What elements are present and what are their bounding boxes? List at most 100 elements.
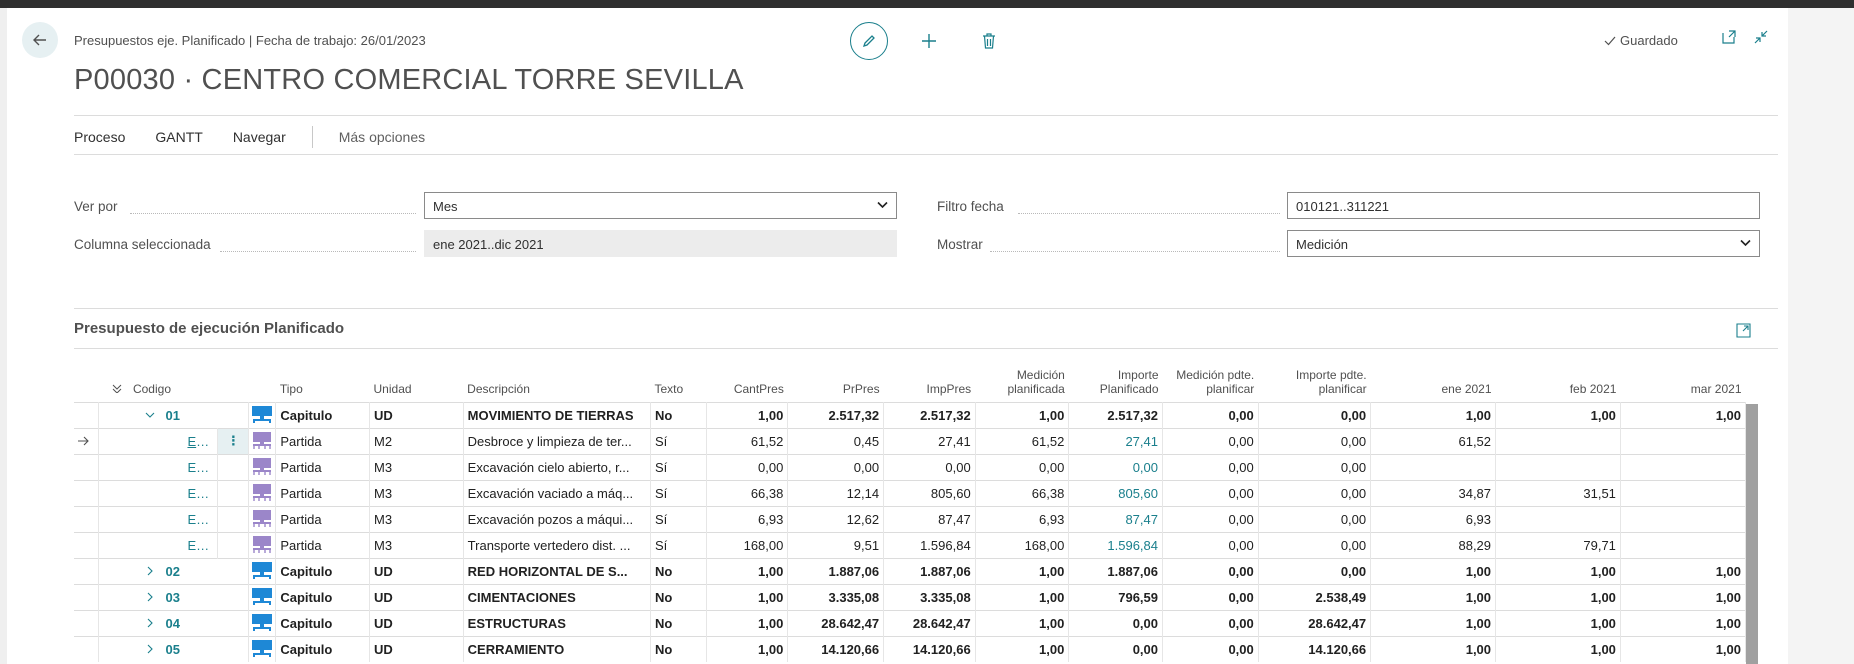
cell-importe-planificado: 2.517,32 <box>1068 401 1163 428</box>
columna-seleccionada-field: ene 2021..dic 2021 <box>424 230 897 257</box>
chevron-right-icon[interactable] <box>145 644 155 654</box>
delete-button[interactable] <box>970 22 1008 60</box>
cell-importe-planificado[interactable]: 805,60 <box>1068 479 1163 506</box>
ver-por-select[interactable]: Mes <box>424 192 897 219</box>
cell-codigo[interactable]: 01 <box>98 401 250 428</box>
action-proceso[interactable]: Proceso <box>74 129 126 145</box>
cell-codigo[interactable]: E02A... <box>98 427 219 454</box>
cell-prpres: 0,45 <box>787 427 885 454</box>
cell-importe-planificado[interactable]: 87,47 <box>1068 505 1163 532</box>
cell-importe-planificado[interactable]: 0,00 <box>1068 453 1163 480</box>
cell-feb-2021: 1,00 <box>1495 609 1621 636</box>
header-mar-2021[interactable]: mar 2021 <box>1690 381 1742 396</box>
cell-type-icon <box>248 401 277 428</box>
budget-grid: Codigo Tipo Unidad Descripción Texto Can… <box>74 350 1747 662</box>
header-medicion-planificada[interactable]: Medición planificada <box>975 350 1069 402</box>
collapse-icon[interactable] <box>1752 28 1770 46</box>
action-more-options[interactable]: Más opciones <box>338 129 426 145</box>
table-row[interactable]: 05 Capitulo UD CERRAMIENTO No 1,00 14.120,66 14… <box>74 635 1747 662</box>
action-gantt[interactable]: GANTT <box>155 129 203 145</box>
cell-importe-planificado[interactable]: 27,41 <box>1068 427 1163 454</box>
cell-codigo[interactable]: E02T... <box>98 531 219 558</box>
cell-mar-2021 <box>1620 453 1747 480</box>
edit-button[interactable] <box>850 22 888 60</box>
header-importe-planificado[interactable]: Importe Planificado <box>1069 350 1163 402</box>
header-prpres[interactable]: PrPres <box>842 381 880 396</box>
header-codigo[interactable]: Codigo <box>99 350 249 402</box>
header-importe-pdte[interactable]: Importe pdte. planificar <box>1258 350 1370 402</box>
row-indicator[interactable] <box>74 505 100 532</box>
cell-spacer <box>217 479 250 506</box>
header-imppres[interactable]: ImpPres <box>926 381 972 396</box>
table-row[interactable]: 02 Capitulo UD RED HORIZONTAL DE S... No 1,00… <box>74 557 1747 584</box>
cell-cantpres: 1,00 <box>706 401 789 428</box>
cell-importe-planificado[interactable]: 1.596,84 <box>1068 531 1163 558</box>
item-icon <box>253 535 272 553</box>
action-separator <box>311 126 313 148</box>
cell-imppres: 14.120,66 <box>883 635 976 662</box>
chevron-right-icon[interactable] <box>145 618 155 628</box>
open-new-window-icon[interactable] <box>1720 28 1738 46</box>
header-descripcion[interactable]: Descripción <box>467 381 530 396</box>
cell-spacer <box>217 453 250 480</box>
table-row[interactable]: 04 Capitulo UD ESTRUCTURAS No 1,00 28.642,47 28… <box>74 609 1747 636</box>
cell-codigo[interactable]: 05 <box>98 635 250 662</box>
row-indicator[interactable] <box>74 531 100 558</box>
header-cantpres[interactable]: CantPres <box>733 381 784 396</box>
header-ene-2021[interactable]: ene 2021 <box>1441 381 1492 396</box>
chevron-right-icon[interactable] <box>145 592 155 602</box>
cell-medicion-pdte: 0,00 <box>1162 609 1259 636</box>
cell-feb-2021: 79,71 <box>1495 531 1621 558</box>
back-button[interactable] <box>22 22 58 58</box>
filtro-fecha-input[interactable]: 010121..311221 <box>1287 192 1760 219</box>
row-indicator[interactable] <box>74 401 100 428</box>
dotted-leader <box>130 213 416 214</box>
cell-spacer <box>217 531 250 558</box>
row-indicator[interactable] <box>74 453 100 480</box>
table-row[interactable]: 01 Capitulo UD MOVIMIENTO DE TIERRAS No 1,00 2… <box>74 401 1747 428</box>
chevron-down-icon[interactable] <box>145 410 155 420</box>
vertical-scrollbar[interactable] <box>1746 404 1758 664</box>
chevron-down-icon <box>1740 239 1751 247</box>
cell-ene-2021: 6,93 <box>1370 505 1497 532</box>
header-feb-2021[interactable]: feb 2021 <box>1569 381 1617 396</box>
new-button[interactable] <box>910 22 948 60</box>
item-icon <box>253 483 272 501</box>
expand-icon[interactable] <box>1736 323 1751 338</box>
row-indicator[interactable] <box>74 583 100 610</box>
row-indicator[interactable] <box>74 427 100 454</box>
row-indicator[interactable] <box>74 557 100 584</box>
save-status-label: Guardado <box>1620 33 1678 48</box>
header-texto[interactable]: Texto <box>654 381 684 396</box>
row-indicator[interactable] <box>74 635 100 662</box>
chevron-down-icon[interactable] <box>111 383 123 394</box>
cell-descripcion: ESTRUCTURAS <box>463 609 652 636</box>
row-indicator[interactable] <box>74 479 100 506</box>
plus-icon <box>922 34 936 48</box>
header-tipo[interactable]: Tipo <box>279 381 303 396</box>
header-medicion-pdte[interactable]: Medición pdte. planificar <box>1163 350 1259 402</box>
row-indicator[interactable] <box>74 609 100 636</box>
action-navegar[interactable]: Navegar <box>232 129 286 145</box>
row-menu-button[interactable]: ⋮ <box>217 427 250 454</box>
cell-codigo[interactable]: 04 <box>98 609 250 636</box>
cell-unidad: UD <box>369 557 464 584</box>
cell-codigo[interactable]: E02C... <box>98 453 219 480</box>
cell-codigo[interactable]: 03 <box>98 583 250 610</box>
cell-codigo[interactable]: E02P... <box>98 505 219 532</box>
header-unidad[interactable]: Unidad <box>373 381 412 396</box>
cell-feb-2021: 31,51 <box>1495 479 1621 506</box>
columna-seleccionada-label: Columna seleccionada <box>74 237 211 252</box>
cell-spacer <box>217 505 250 532</box>
chevron-right-icon[interactable] <box>145 566 155 576</box>
mostrar-select[interactable]: Medición <box>1287 230 1760 257</box>
table-row[interactable]: 03 Capitulo UD CIMENTACIONES No 1,00 3.335,08 3… <box>74 583 1747 610</box>
cell-codigo[interactable]: 02 <box>98 557 250 584</box>
cell-codigo[interactable]: E02E... <box>98 479 219 506</box>
cell-cantpres: 66,38 <box>706 479 789 506</box>
